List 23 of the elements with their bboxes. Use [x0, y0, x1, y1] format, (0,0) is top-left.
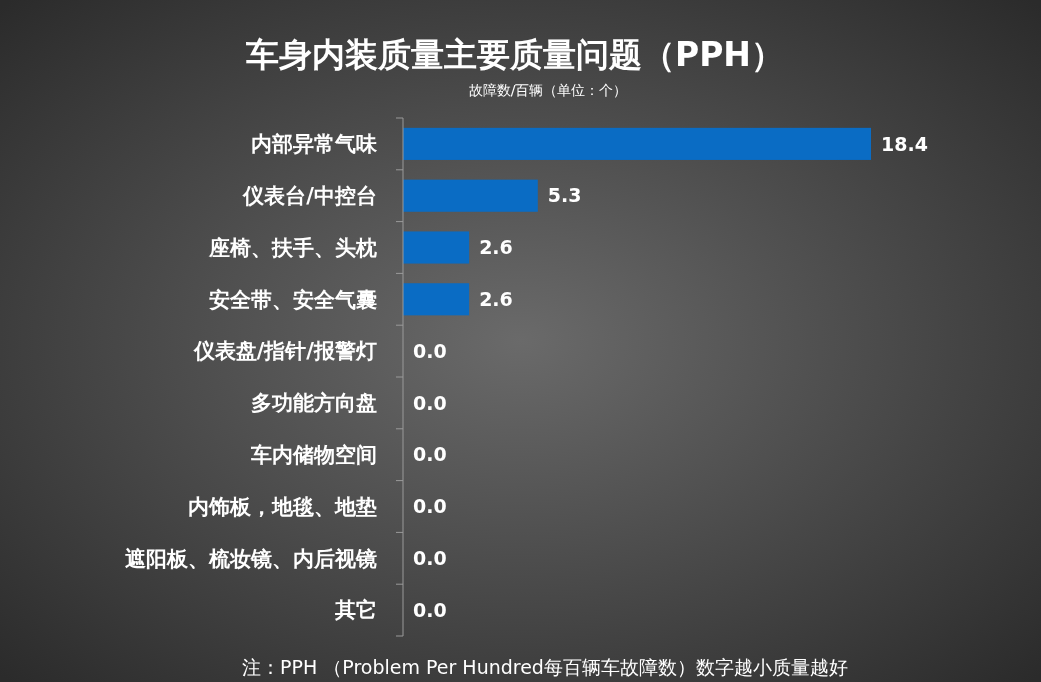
data-label: 0.0 — [413, 598, 447, 621]
data-label: 2.6 — [479, 236, 513, 259]
data-label: 0.0 — [413, 546, 447, 569]
y-tick-label: 遮阳板、梳妆镜、内后视镜 — [125, 546, 377, 571]
data-label: 0.0 — [413, 443, 447, 466]
data-label: 0.0 — [413, 339, 447, 362]
y-tick-label: 内饰板，地毯、地垫 — [188, 494, 377, 519]
y-tick-label: 座椅、扶手、头枕 — [208, 235, 377, 260]
data-label: 5.3 — [547, 184, 582, 207]
data-label: 0.0 — [413, 495, 447, 518]
y-tick-label: 多功能方向盘 — [251, 391, 377, 416]
y-tick-label: 其它 — [334, 598, 377, 623]
y-tick-label: 车内储物空间 — [250, 443, 377, 468]
y-tick-label: 仪表台/中控台 — [242, 184, 377, 209]
data-label: 18.4 — [881, 132, 928, 155]
y-tick-label: 仪表盘/指针/报警灯 — [192, 339, 377, 364]
text: 注：PPH （Problem Per Hundred每百辆车故障数）数字越小质量越好 — [242, 656, 848, 678]
chart-subtitle: 故障数/百辆（单位：个） — [468, 82, 628, 98]
chart-title: 车身内装质量主要质量问题（PPH） — [245, 35, 784, 74]
y-tick-label: 安全带、安全气囊 — [209, 287, 377, 312]
data-label: 2.6 — [479, 287, 513, 310]
data-label: 0.0 — [413, 391, 447, 414]
y-tick-label: 内部异常气味 — [251, 132, 378, 157]
